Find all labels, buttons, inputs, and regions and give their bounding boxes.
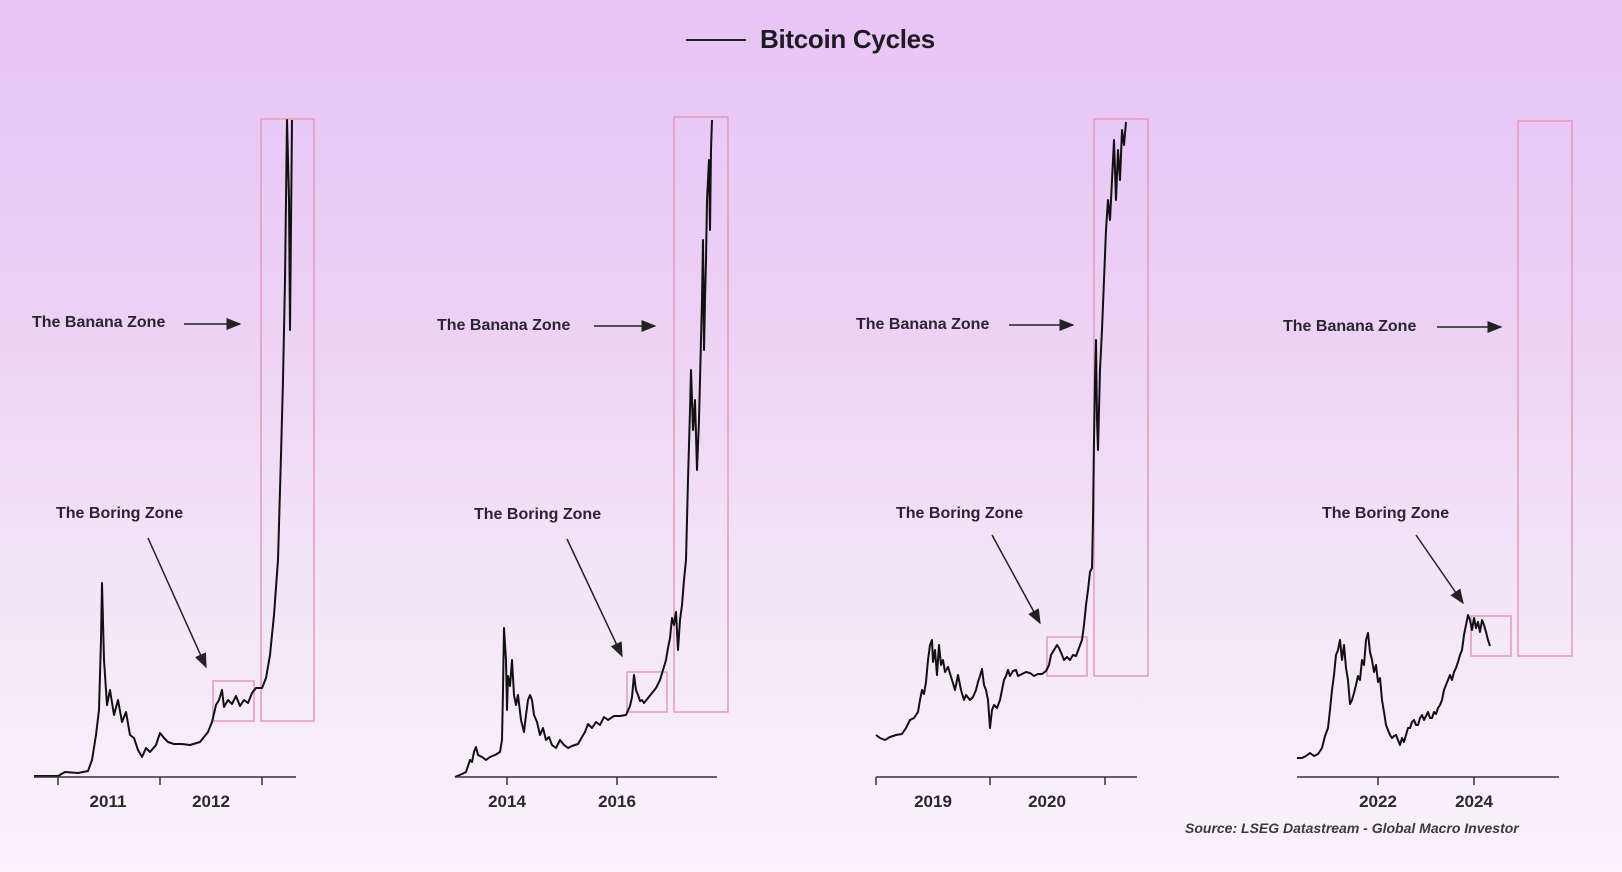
boring-zone-label: The Boring Zone [474,506,601,523]
x-tick-label: 2016 [598,792,636,811]
source-note: Source: LSEG Datastream - Global Macro I… [1185,820,1519,836]
boring-zone-label: The Boring Zone [56,505,183,522]
panel-cycle-3: The Banana Zone The Boring Zone 2019 202… [856,118,1149,811]
price-line [1297,614,1491,759]
boring-zone-box [212,680,255,722]
boring-arrow-icon [147,537,207,669]
boring-zone-label: The Boring Zone [896,505,1023,522]
panel-cycle-2: The Banana Zone The Boring Zone 2014 201… [437,116,729,811]
banana-zone-box [1517,120,1573,657]
x-tick-label: 2012 [192,792,230,811]
chart-legend: Bitcoin Cycles [686,24,935,55]
x-tick-label: 2024 [1455,792,1493,811]
banana-zone-box [260,118,315,722]
chart-title: Bitcoin Cycles [760,24,935,54]
boring-zone-box [1046,636,1088,677]
banana-zone-label: The Banana Zone [856,316,989,333]
x-tick-label: 2020 [1028,792,1066,811]
x-tick-label: 2011 [90,792,127,811]
price-line [454,119,713,778]
banana-zone-label: The Banana Zone [32,314,165,331]
banana-zone-label: The Banana Zone [437,317,570,334]
banana-zone-label: The Banana Zone [1283,318,1416,335]
boring-arrow-icon [566,538,623,658]
price-line [34,119,293,777]
boring-zone-box [1470,615,1512,657]
boring-arrow-icon [991,534,1041,625]
x-tick-label: 2022 [1359,792,1397,811]
legend-line-swatch [686,38,746,41]
price-line [875,121,1127,741]
banana-zone-box [673,116,729,713]
panel-cycle-1: The Banana Zone The Boring Zone 2011 201… [32,118,315,811]
boring-arrow-icon [1415,534,1464,605]
banana-zone-box [1093,118,1149,677]
boring-zone-label: The Boring Zone [1322,505,1449,522]
x-tick-label: 2019 [914,792,952,811]
boring-zone-box [626,671,668,713]
panel-cycle-4: The Banana Zone The Boring Zone 2022 202… [1283,120,1573,811]
x-tick-label: 2014 [488,792,526,811]
